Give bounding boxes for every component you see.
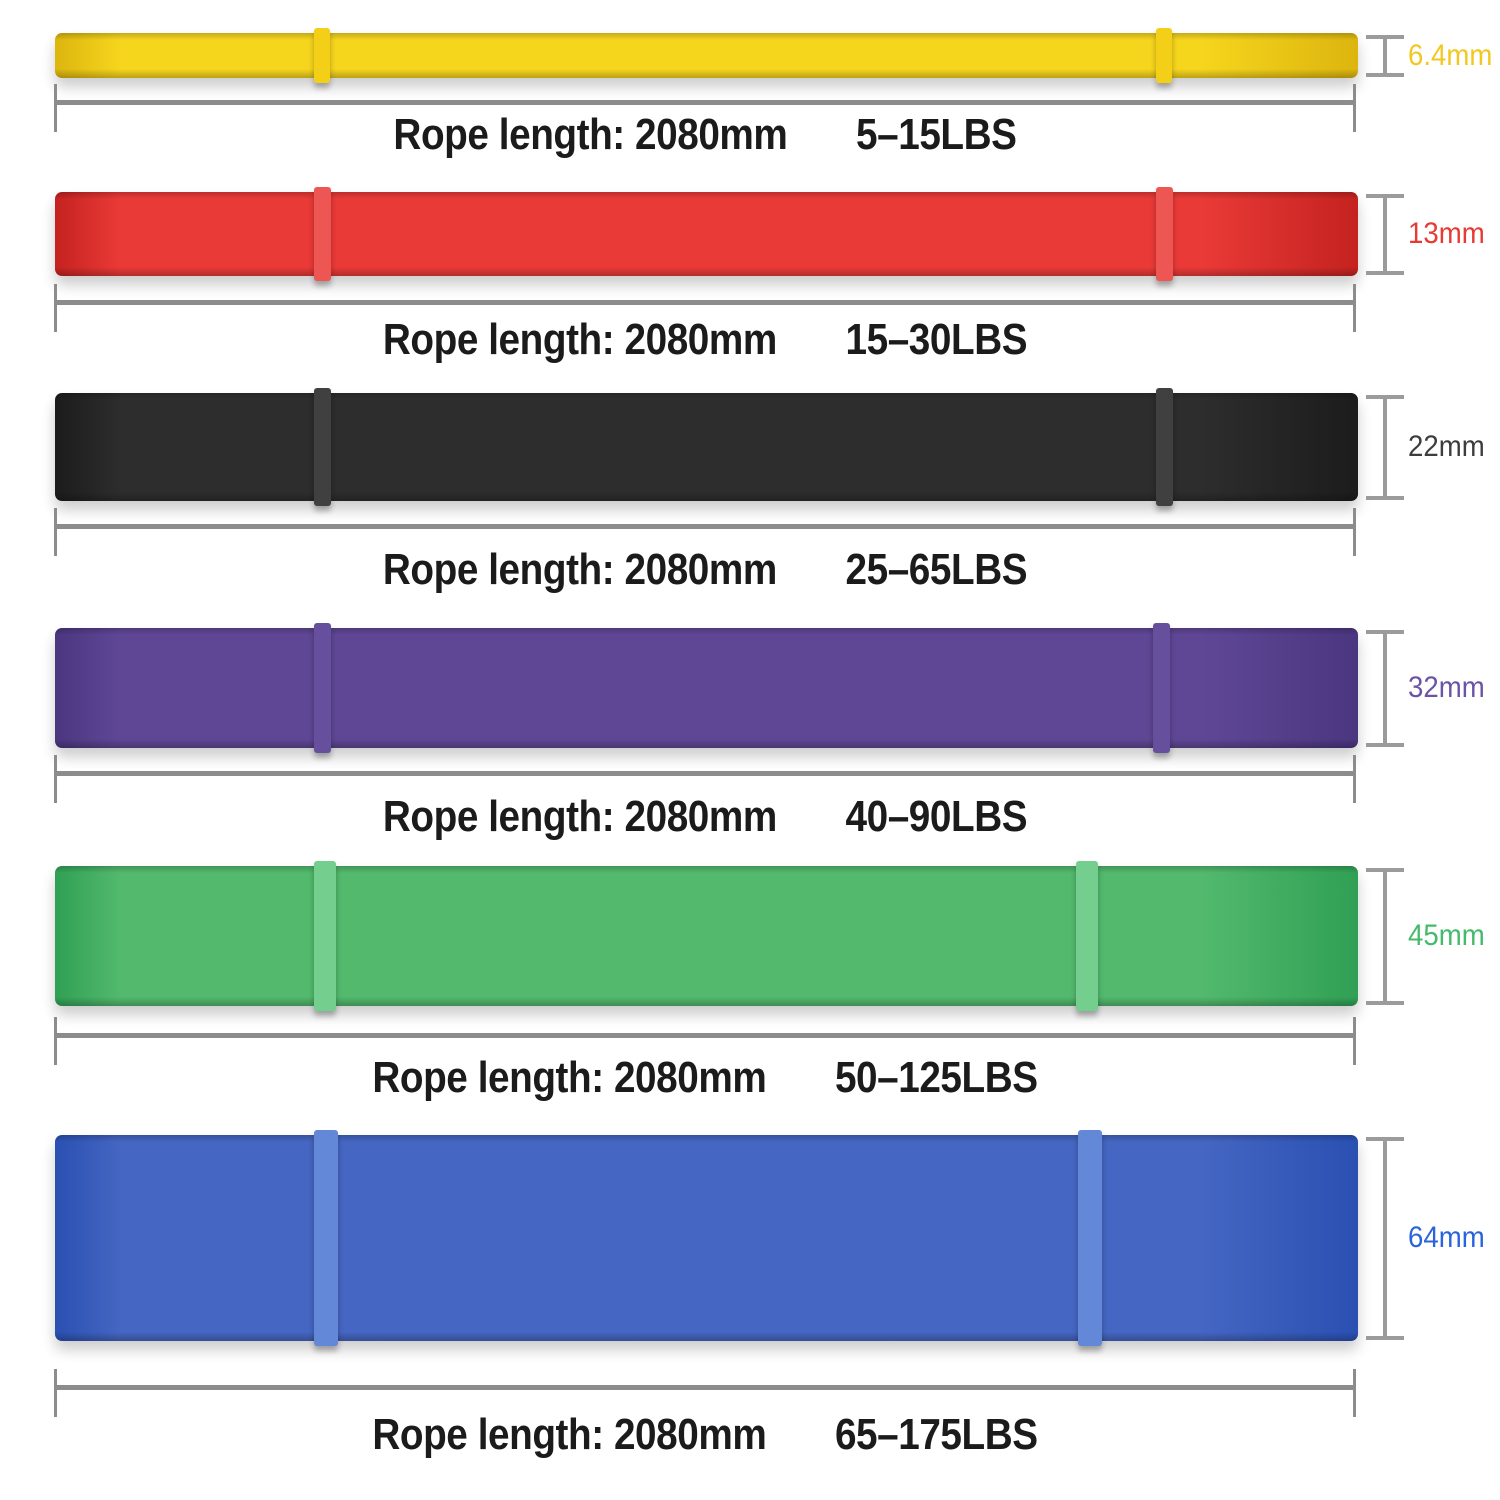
dimension-tick-left	[54, 84, 57, 132]
bracket-bottom-cap	[1366, 73, 1404, 77]
bracket-stem	[1383, 868, 1387, 1005]
bracket-stem	[1383, 1137, 1387, 1340]
rope-length-text: Rope length: 2080mm	[393, 110, 788, 159]
bracket-bottom-cap	[1366, 496, 1404, 500]
band-caption: Rope length: 2080mm 25–65LBS	[133, 548, 1277, 592]
band-seam-right	[1156, 187, 1173, 281]
resistance-band-yellow	[55, 28, 1358, 83]
band-width-label: 22mm	[1408, 430, 1485, 463]
band-width-label: 32mm	[1408, 671, 1485, 704]
bracket-stem	[1383, 194, 1387, 275]
band-seam-right	[1156, 388, 1173, 506]
rope-length-text: Rope length: 2080mm	[382, 545, 777, 594]
band-seam-left	[314, 388, 331, 506]
resistance-range-text: 40–90LBS	[845, 792, 1028, 841]
bracket-stem	[1383, 35, 1387, 77]
dimension-tick-left	[54, 1369, 57, 1417]
bracket-top-cap	[1366, 35, 1404, 39]
bracket-top-cap	[1366, 868, 1404, 872]
dimension-tick-left	[54, 508, 57, 556]
resistance-range-text: 15–30LBS	[845, 315, 1028, 364]
band-seam-right	[1156, 28, 1172, 83]
bracket-top-cap	[1366, 1137, 1404, 1141]
bracket-stem	[1383, 630, 1387, 747]
width-bracket	[1366, 194, 1404, 275]
band-caption: Rope length: 2080mm 15–30LBS	[133, 318, 1277, 362]
band-caption: Rope length: 2080mm 50–125LBS	[133, 1056, 1277, 1100]
width-bracket	[1366, 395, 1404, 500]
dimension-tick-right	[1353, 755, 1356, 803]
resistance-range-text: 25–65LBS	[845, 545, 1028, 594]
rope-length-text: Rope length: 2080mm	[372, 1410, 767, 1459]
width-bracket	[1366, 868, 1404, 1005]
dimension-tick-right	[1353, 508, 1356, 556]
resistance-band-black	[55, 388, 1358, 506]
rope-length-text: Rope length: 2080mm	[382, 315, 777, 364]
resistance-band-red	[55, 187, 1358, 281]
rope-length-dimension-line	[54, 755, 1356, 803]
band-width-label: 13mm	[1408, 217, 1485, 250]
bracket-top-cap	[1366, 630, 1404, 634]
band-seam-right	[1076, 861, 1098, 1011]
bracket-bottom-cap	[1366, 743, 1404, 747]
dimension-tick-right	[1353, 1017, 1356, 1065]
bracket-top-cap	[1366, 194, 1404, 198]
bracket-bottom-cap	[1366, 271, 1404, 275]
band-width-label: 45mm	[1408, 919, 1485, 952]
width-bracket	[1366, 35, 1404, 77]
band-width-label: 64mm	[1408, 1221, 1485, 1254]
rope-length-dimension-line	[54, 284, 1356, 332]
rope-length-dimension-line	[54, 508, 1356, 556]
dimension-tick-right	[1353, 284, 1356, 332]
width-bracket	[1366, 630, 1404, 747]
resistance-range-text: 5–15LBS	[856, 110, 1017, 159]
resistance-range-text: 50–125LBS	[834, 1053, 1038, 1102]
rope-length-text: Rope length: 2080mm	[372, 1053, 767, 1102]
rope-length-dimension-line	[54, 84, 1356, 132]
dimension-tick-right	[1353, 84, 1356, 132]
resistance-band-blue	[55, 1130, 1358, 1346]
band-seam-right	[1078, 1130, 1102, 1346]
rope-length-dimension-line	[54, 1017, 1356, 1065]
band-seam-left	[314, 861, 336, 1011]
bracket-bottom-cap	[1366, 1336, 1404, 1340]
band-caption: Rope length: 2080mm 40–90LBS	[133, 795, 1277, 839]
band-seam-left	[314, 28, 330, 83]
band-seam-left	[314, 1130, 338, 1346]
width-bracket	[1366, 1137, 1404, 1340]
bracket-stem	[1383, 395, 1387, 500]
band-caption: Rope length: 2080mm 65–175LBS	[133, 1413, 1277, 1457]
resistance-band-green	[55, 861, 1358, 1011]
resistance-band-purple	[55, 623, 1358, 753]
band-seam-left	[314, 187, 331, 281]
band-width-label: 6.4mm	[1408, 38, 1493, 72]
bracket-top-cap	[1366, 395, 1404, 399]
resistance-range-text: 65–175LBS	[834, 1410, 1038, 1459]
band-seam-left	[314, 623, 331, 753]
band-caption: Rope length: 2080mm 5–15LBS	[133, 113, 1277, 157]
rope-length-text: Rope length: 2080mm	[382, 792, 777, 841]
dimension-tick-left	[54, 284, 57, 332]
bracket-bottom-cap	[1366, 1001, 1404, 1005]
band-seam-right	[1153, 623, 1170, 753]
dimension-tick-right	[1353, 1369, 1356, 1417]
rope-length-dimension-line	[54, 1369, 1356, 1417]
dimension-tick-left	[54, 1017, 57, 1065]
dimension-tick-left	[54, 755, 57, 803]
